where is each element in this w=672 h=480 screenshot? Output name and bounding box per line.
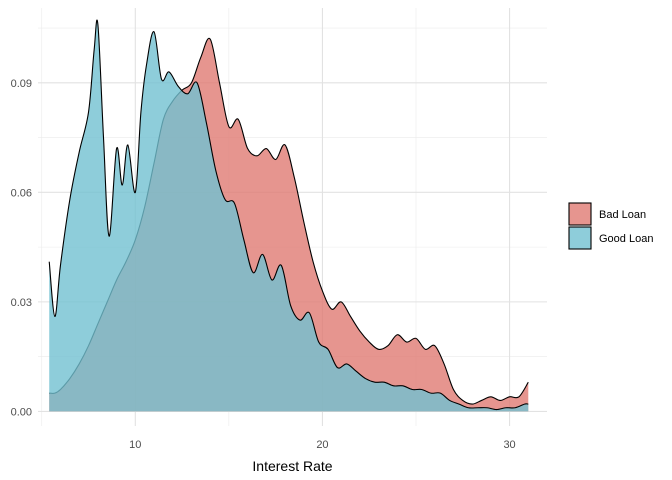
density-areas	[48, 19, 529, 412]
density-outline-good-loan	[48, 19, 529, 411]
density-area-good-loan	[49, 20, 529, 412]
legend-label-bad-loan: Bad Loan	[599, 209, 646, 221]
y-tick-label: 0.09	[11, 78, 32, 90]
x-axis-title: Interest Rate	[252, 458, 332, 474]
legend-key-good-loan	[568, 226, 592, 250]
y-tick-label: 0.00	[11, 406, 32, 418]
x-tick-label: 30	[503, 439, 515, 451]
x-tick-label: 10	[129, 439, 141, 451]
x-tick-label: 20	[316, 439, 328, 451]
legend-key-bad-loan	[568, 202, 592, 226]
y-axis-ticks: 0.00 0.03 0.06 0.09	[11, 78, 32, 419]
y-tick-label: 0.03	[11, 297, 32, 309]
y-tick-label: 0.06	[11, 187, 32, 199]
x-axis-ticks: 10 20 30	[129, 439, 516, 451]
legend: Bad Loan Good Loan	[568, 202, 653, 250]
legend-label-good-loan: Good Loan	[599, 233, 653, 245]
